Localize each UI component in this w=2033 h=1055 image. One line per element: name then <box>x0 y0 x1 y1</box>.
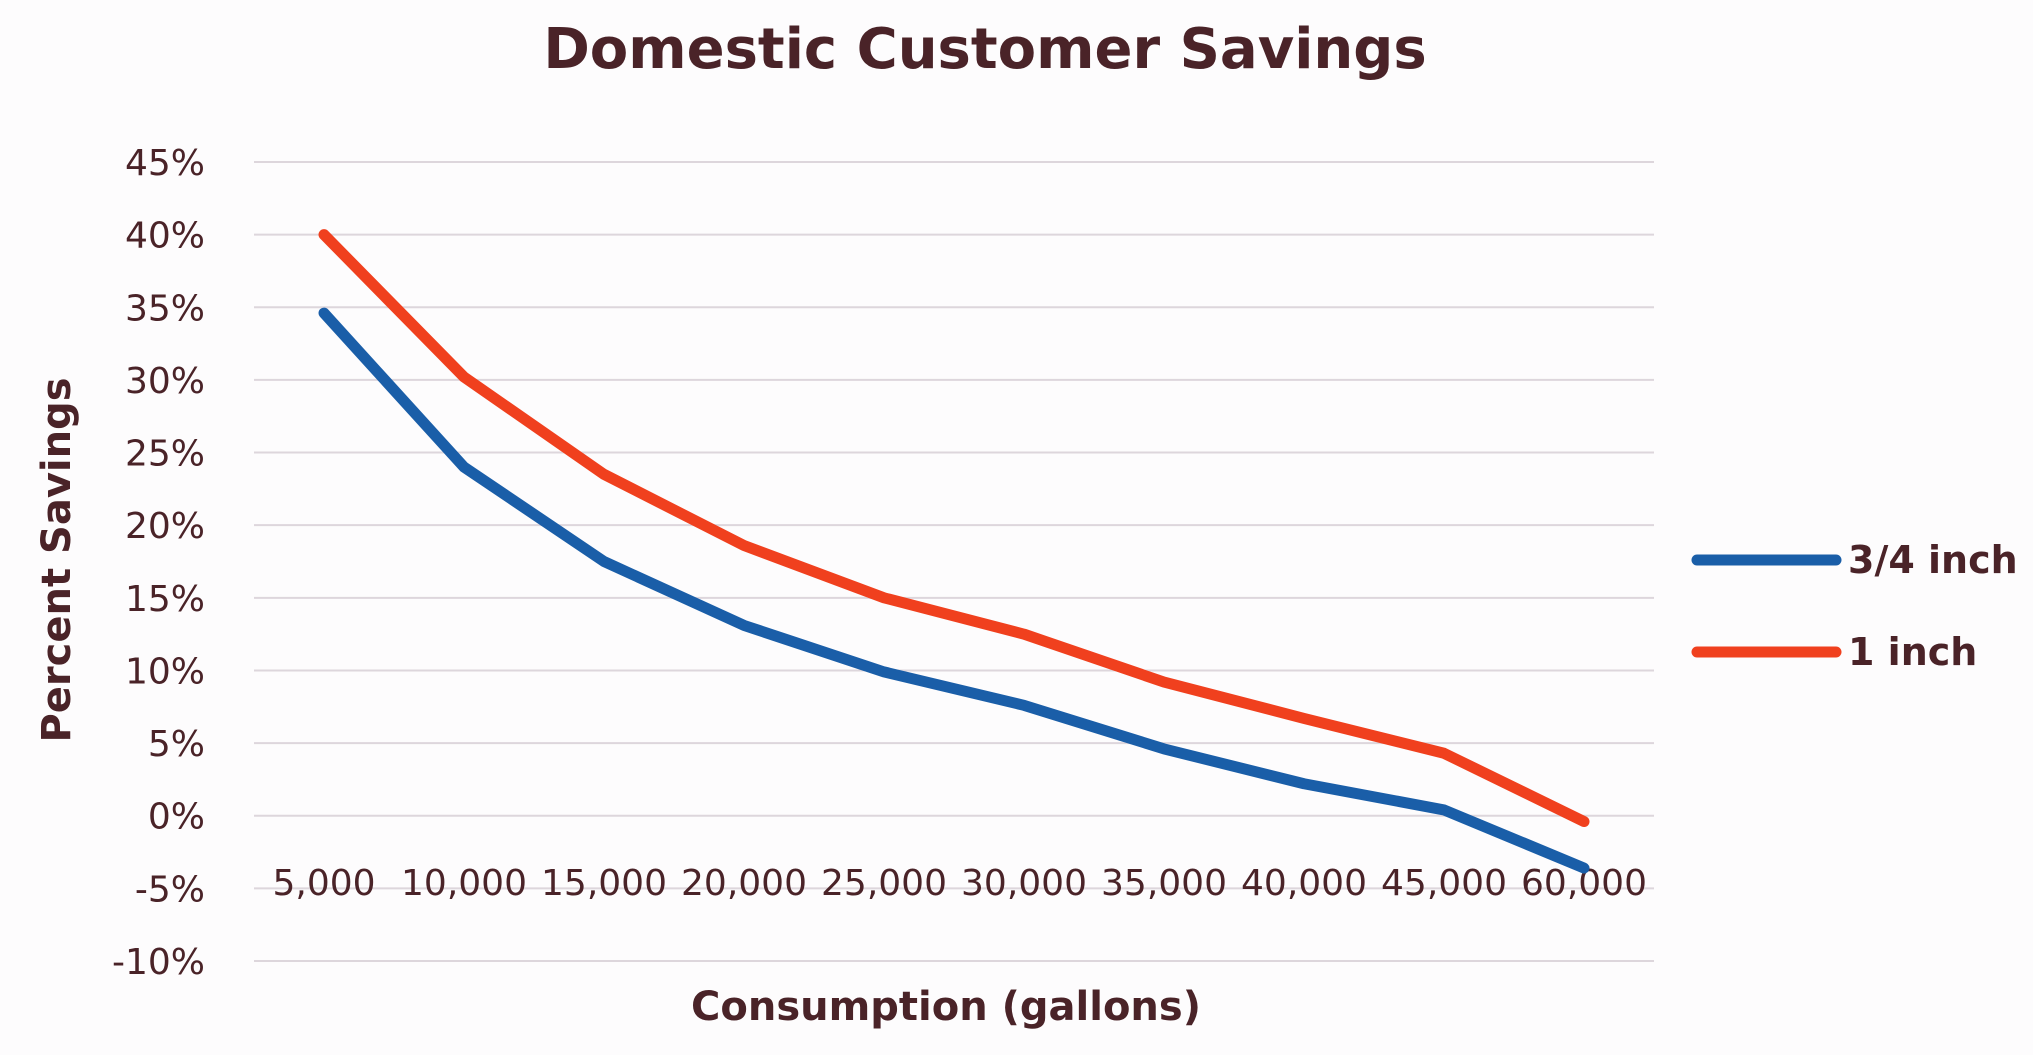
y-tick-label: -5% <box>135 869 205 910</box>
series-line-3-4-inch <box>318 307 1590 874</box>
x-tick-label: 35,000 <box>1101 863 1227 904</box>
x-tick-label: 30,000 <box>961 863 1087 904</box>
y-tick-labels: 45% 40% 35% 30% 25% 20% 15% 10% 5% 0% -5% -10% <box>112 143 205 983</box>
y-tick-label: 15% <box>125 579 205 620</box>
data-point <box>463 466 465 469</box>
data-point <box>1303 717 1305 720</box>
y-tick-label: 10% <box>125 651 205 692</box>
y-axis-title: Percent Savings <box>34 377 80 742</box>
data-point <box>1163 681 1165 684</box>
data-point <box>1163 747 1165 750</box>
x-tick-labels: 5,000 10,000 15,000 20,000 25,000 30,000 35,00… <box>272 863 1647 904</box>
y-tick-label: 20% <box>125 506 205 547</box>
y-tick-label: 25% <box>125 434 205 475</box>
data-point <box>743 544 745 547</box>
y-tick-label: 30% <box>125 361 205 402</box>
x-axis-title: Consumption (gallons) <box>691 984 1201 1030</box>
y-tick-label: 45% <box>125 143 205 184</box>
data-point <box>603 473 605 476</box>
data-point <box>1443 752 1445 755</box>
data-point <box>603 560 605 563</box>
y-tick-label: 0% <box>148 797 205 838</box>
y-tick-label: 40% <box>125 216 205 257</box>
data-point <box>883 596 885 599</box>
data-point <box>463 376 465 379</box>
data-point <box>1583 820 1585 823</box>
y-tick-label: 5% <box>148 724 205 765</box>
data-point <box>323 312 325 315</box>
x-tick-label: 45,000 <box>1381 863 1507 904</box>
x-tick-label: 5,000 <box>272 863 375 904</box>
data-point <box>1443 808 1445 811</box>
x-tick-label: 10,000 <box>401 863 527 904</box>
y-tick-label: 35% <box>125 288 205 329</box>
y-tick-label: -10% <box>112 942 205 983</box>
legend-label: 3/4 inch <box>1848 538 2018 582</box>
gridlines <box>254 161 1654 962</box>
chart-title: Domestic Customer Savings <box>543 17 1426 82</box>
data-point <box>883 670 885 673</box>
x-tick-label: 40,000 <box>1241 863 1367 904</box>
data-point <box>1583 867 1585 870</box>
series-line-1-inch <box>318 229 1590 828</box>
series-lines <box>318 229 1590 874</box>
x-tick-label: 15,000 <box>541 863 667 904</box>
data-point <box>323 233 325 236</box>
legend: 3/4 inch 1 inch <box>1691 538 2018 674</box>
x-tick-label: 25,000 <box>821 863 947 904</box>
legend-label: 1 inch <box>1848 630 1977 674</box>
data-point <box>1023 704 1025 707</box>
x-tick-label: 20,000 <box>681 863 807 904</box>
data-point <box>1023 633 1025 636</box>
data-point <box>743 624 745 627</box>
data-point <box>1303 782 1305 785</box>
